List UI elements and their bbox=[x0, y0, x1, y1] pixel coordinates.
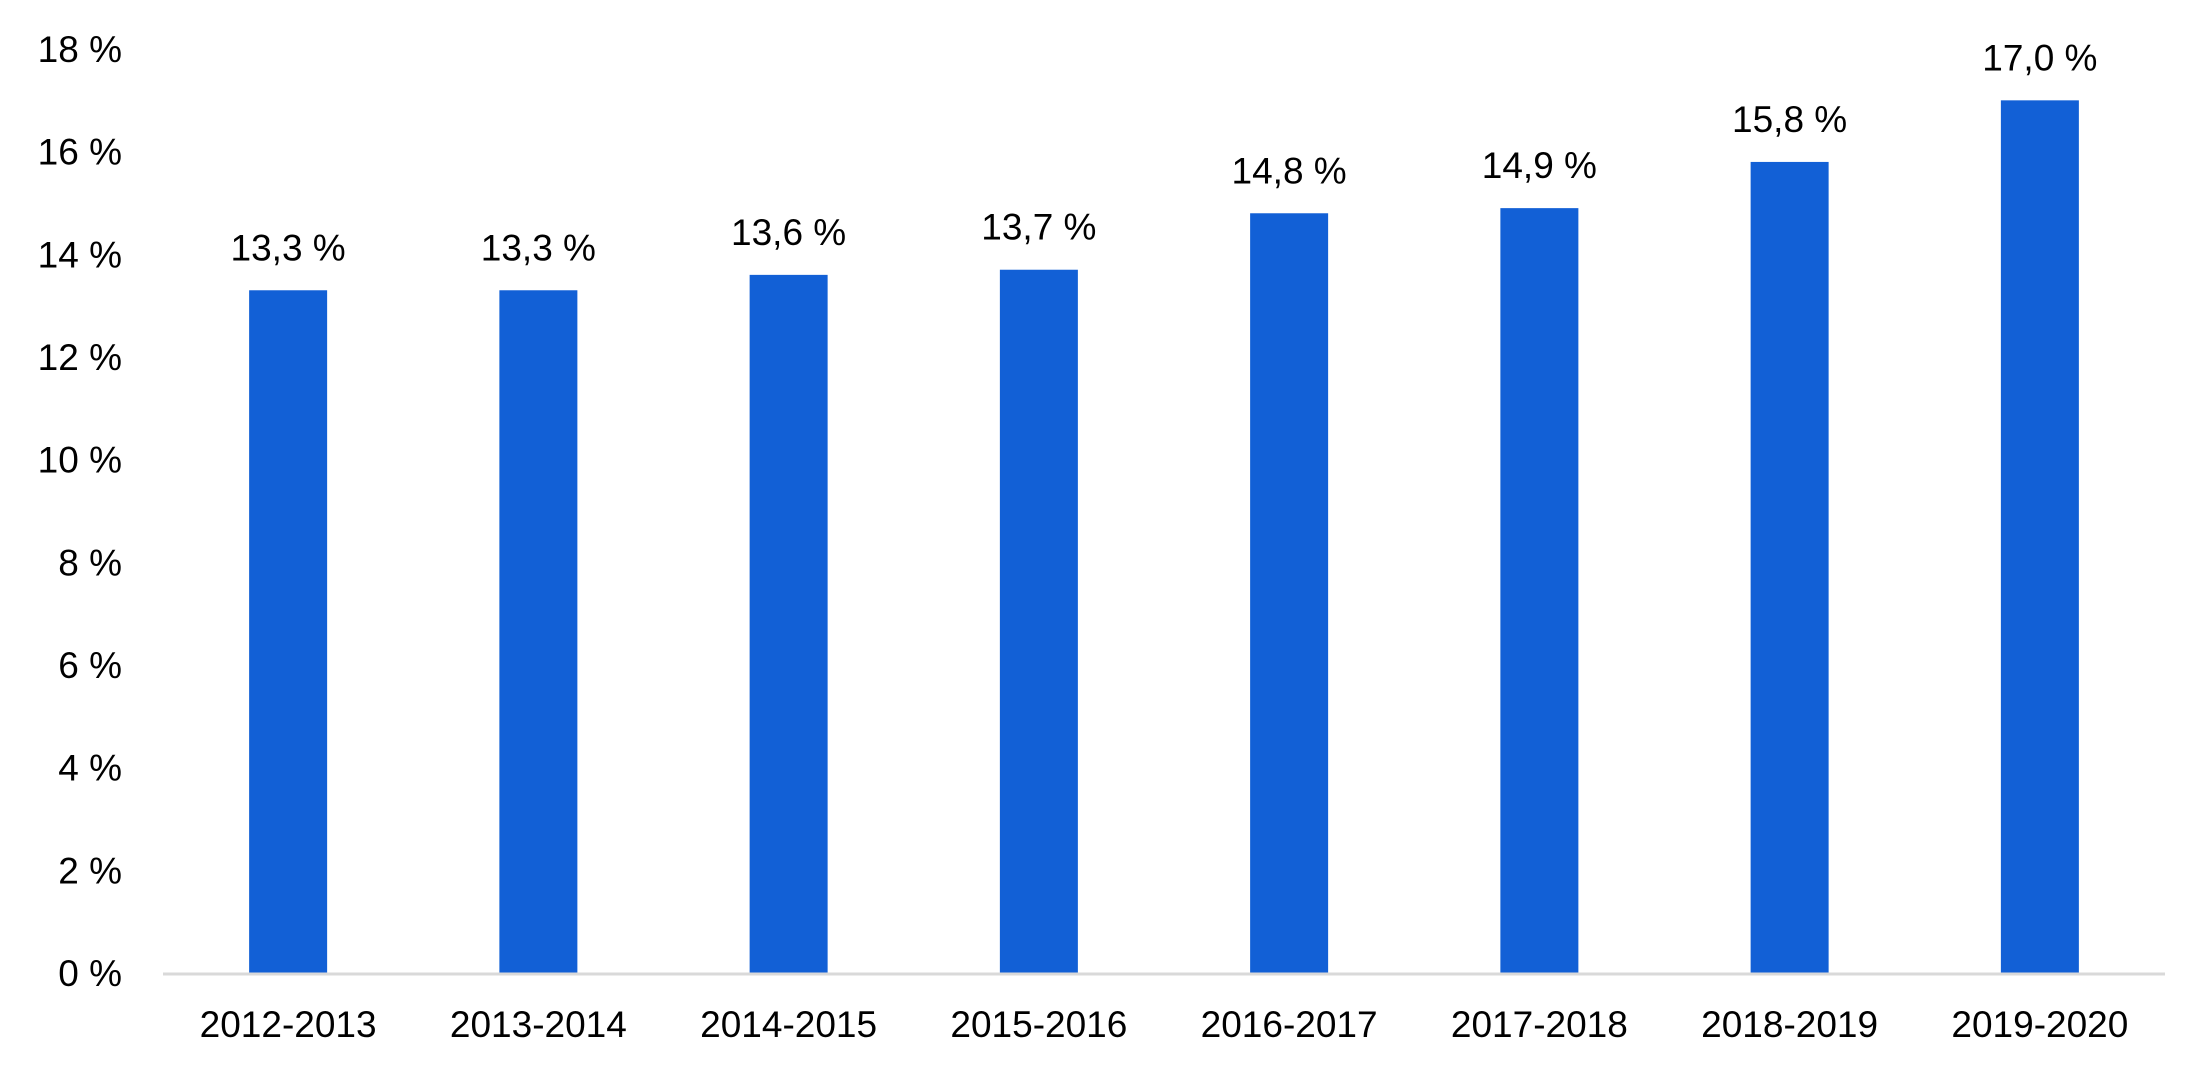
x-tick-label: 2014-2015 bbox=[700, 1004, 877, 1045]
bars-group bbox=[249, 100, 2079, 974]
bar-data-label: 14,8 % bbox=[1232, 150, 1347, 191]
y-tick-label: 4 % bbox=[58, 748, 122, 789]
x-tick-label: 2015-2016 bbox=[950, 1004, 1127, 1045]
x-tick-label: 2019-2020 bbox=[1951, 1004, 2128, 1045]
x-tick-label: 2018-2019 bbox=[1701, 1004, 1878, 1045]
y-tick-label: 16 % bbox=[38, 132, 122, 173]
bar bbox=[1500, 208, 1579, 974]
bar-data-label: 13,3 % bbox=[231, 227, 346, 268]
y-tick-label: 0 % bbox=[58, 953, 122, 994]
bar-data-label: 13,3 % bbox=[481, 227, 596, 268]
y-tick-label: 14 % bbox=[38, 234, 122, 275]
bar-data-label: 13,7 % bbox=[981, 207, 1096, 248]
x-tick-label: 2017-2018 bbox=[1451, 1004, 1628, 1045]
bar-data-label: 13,6 % bbox=[731, 212, 846, 253]
bar bbox=[749, 274, 828, 973]
x-tick-label: 2013-2014 bbox=[450, 1004, 627, 1045]
bar-data-label: 15,8 % bbox=[1732, 99, 1847, 140]
y-tick-label: 18 % bbox=[38, 29, 122, 70]
bar bbox=[249, 290, 328, 973]
bar bbox=[499, 290, 578, 973]
bar-data-label: 14,9 % bbox=[1482, 145, 1597, 186]
bar bbox=[1250, 213, 1329, 973]
y-tick-label: 2 % bbox=[58, 850, 122, 891]
bar bbox=[2000, 100, 2079, 974]
x-tick-label: 2016-2017 bbox=[1201, 1004, 1378, 1045]
bar bbox=[1750, 161, 1829, 973]
x-tick-label: 2012-2013 bbox=[200, 1004, 377, 1045]
y-tick-label: 8 % bbox=[58, 542, 122, 583]
bar bbox=[999, 269, 1078, 973]
x-axis-tick-labels: 2012-2013 2013-2014 2014-2015 2015-2016 2016… bbox=[200, 1004, 2129, 1045]
y-axis-tick-labels: 0 % 2 % 4 % 6 % 8 % 10 % 12 % 14 % 16 % 18 % bbox=[38, 29, 122, 994]
y-tick-label: 10 % bbox=[38, 440, 122, 481]
y-tick-label: 6 % bbox=[58, 645, 122, 686]
data-labels-group: 13,3 % 13,3 % 13,6 % 13,7 % 14,8 % 14,9 % 15,8… bbox=[231, 37, 2098, 268]
bar-data-label: 17,0 % bbox=[1982, 37, 2097, 78]
y-tick-label: 12 % bbox=[38, 337, 122, 378]
